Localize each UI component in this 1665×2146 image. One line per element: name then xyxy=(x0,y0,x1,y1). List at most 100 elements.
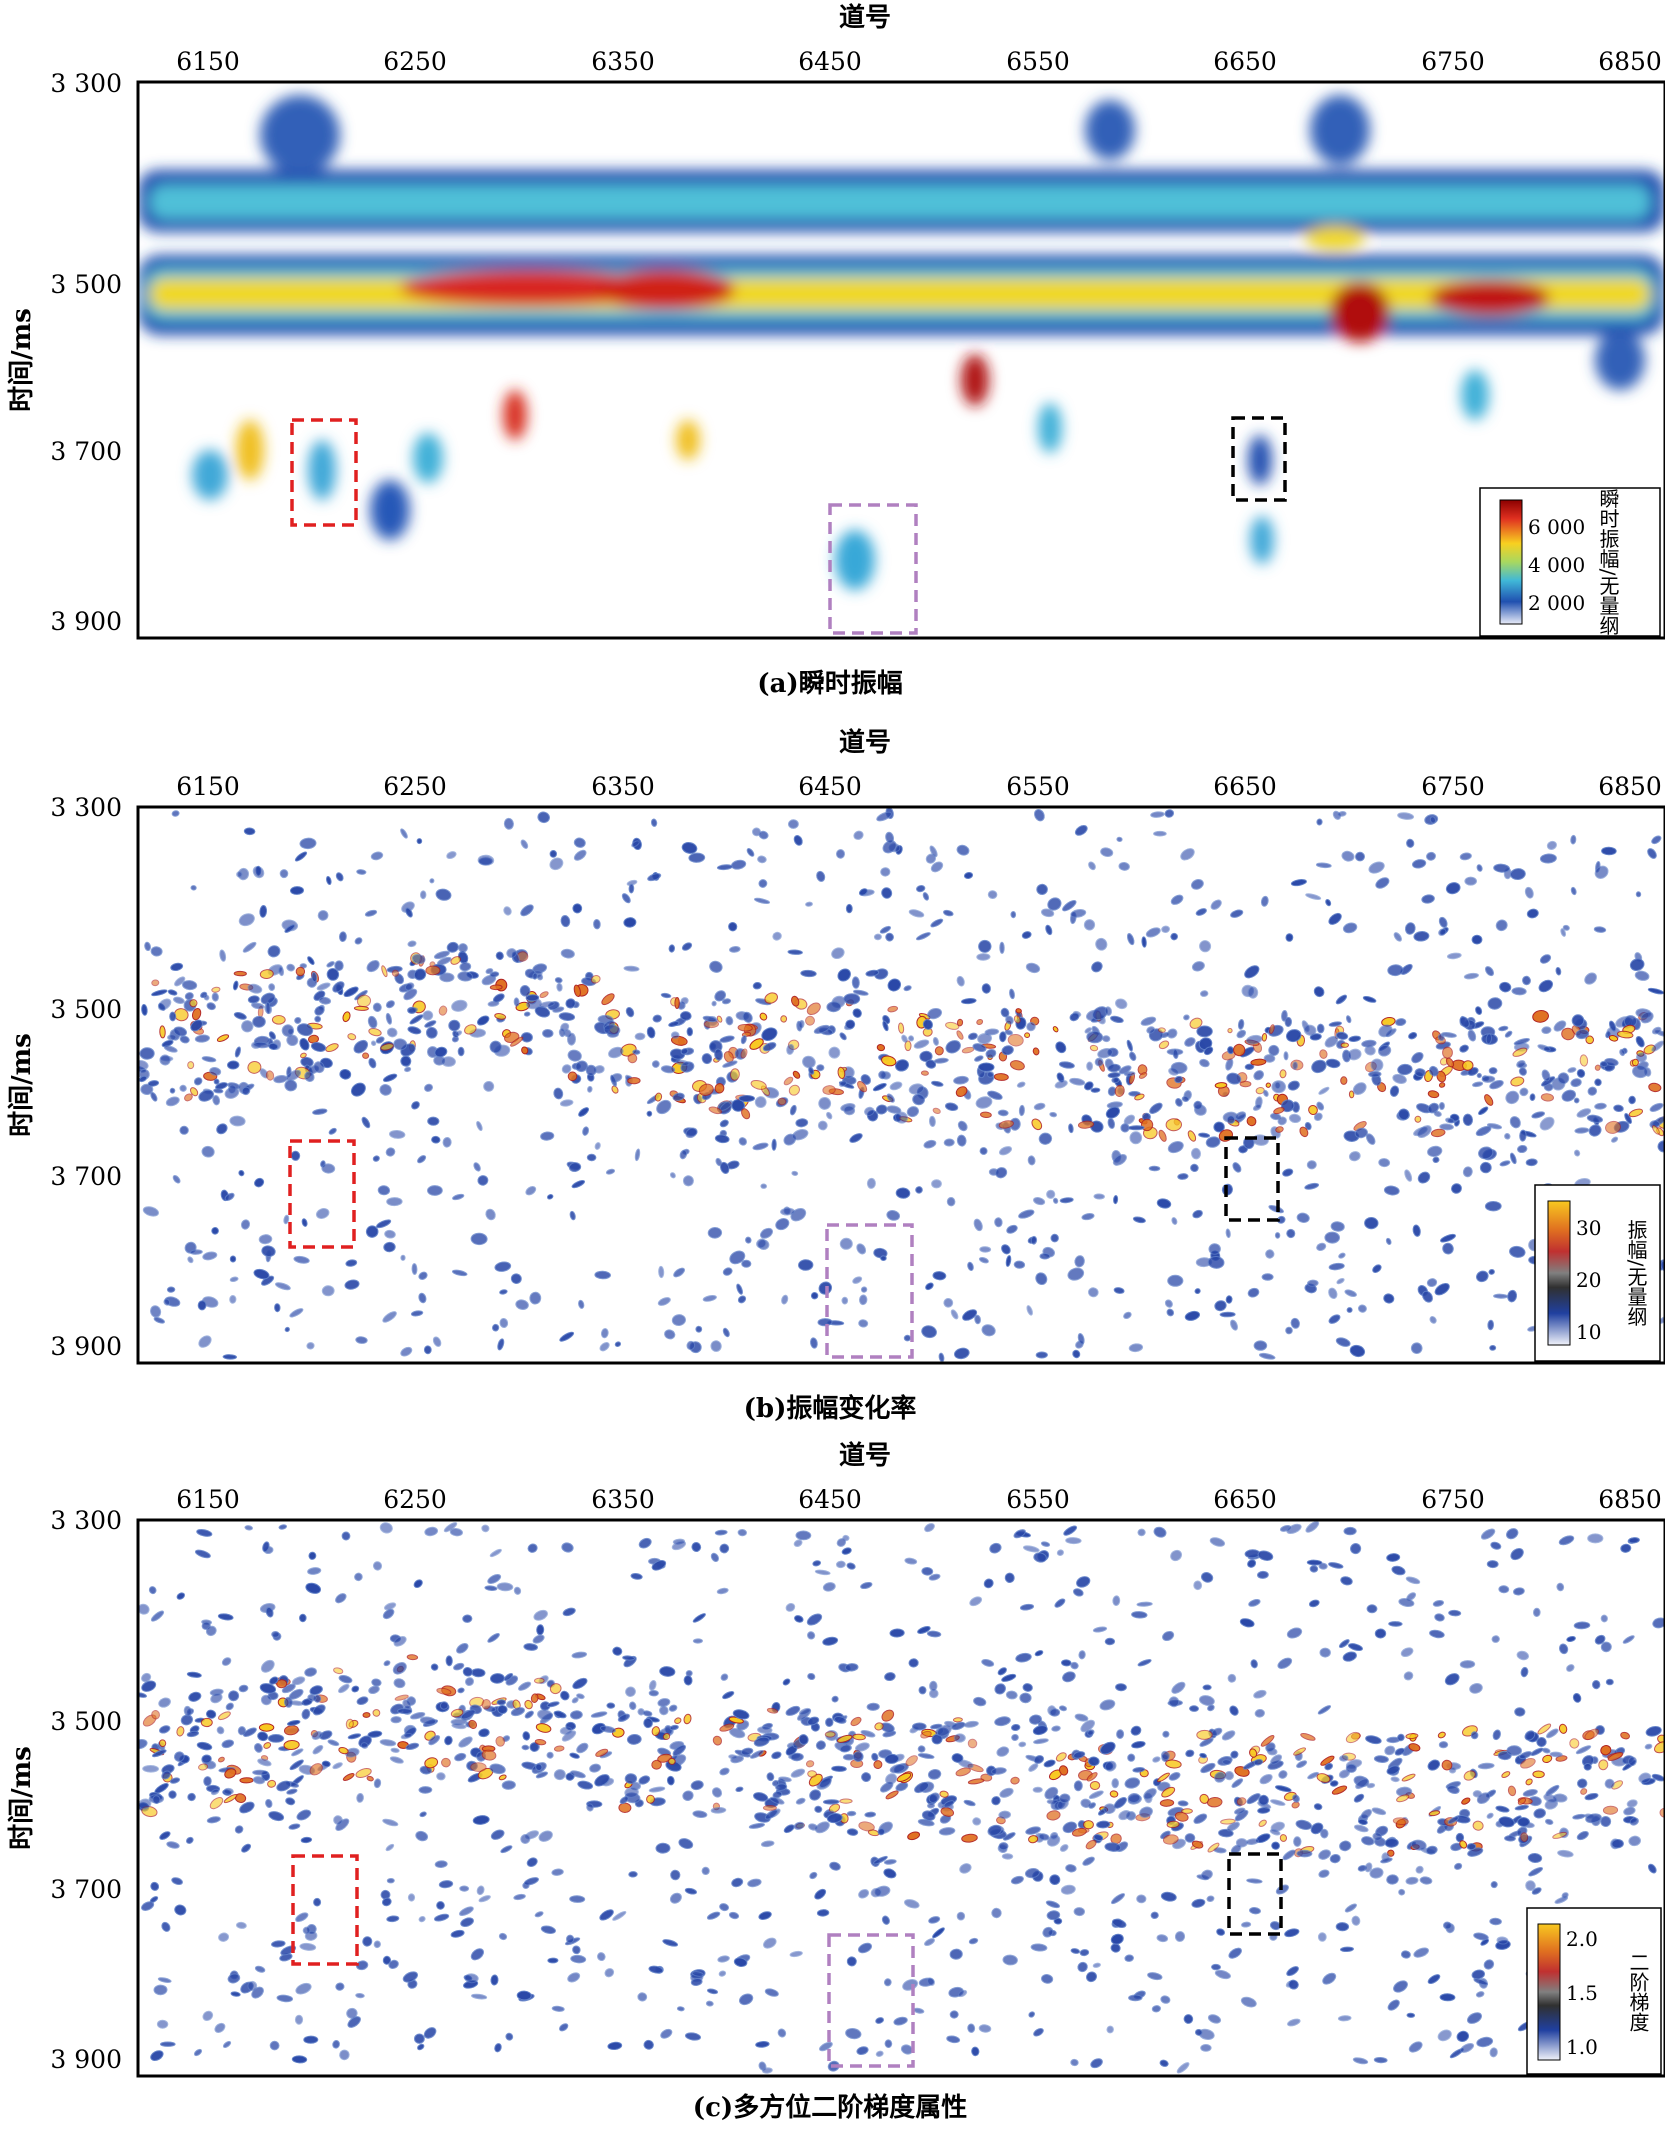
attribute-blob xyxy=(771,1138,777,1151)
attribute-blob xyxy=(393,1038,408,1051)
attribute-blob xyxy=(386,1877,395,1884)
attribute-blob xyxy=(1127,1125,1145,1131)
attribute-blob xyxy=(179,1035,190,1044)
attribute-blob xyxy=(764,1809,778,1820)
attribute-blob xyxy=(815,1821,830,1834)
attribute-blob xyxy=(379,1084,392,1096)
colorbar-tick-top: 6 000 xyxy=(1528,515,1585,539)
attribute-blob xyxy=(1050,1233,1059,1243)
y-tick-3700: 3 700 xyxy=(50,1162,122,1191)
attribute-blob xyxy=(930,918,944,928)
attribute-blob xyxy=(741,1259,752,1268)
attribute-blob xyxy=(247,1980,258,1992)
attribute-blob xyxy=(382,1311,397,1323)
attribute-blob xyxy=(1342,922,1358,934)
attribute-blob xyxy=(450,1929,465,1938)
attribute-blob xyxy=(1226,1115,1236,1124)
attribute-blob xyxy=(668,1704,678,1712)
attribute-blob xyxy=(783,1076,794,1086)
attribute-blob xyxy=(1274,1081,1281,1090)
attribute-blob xyxy=(1439,1993,1456,2002)
attribute-blob xyxy=(332,1762,343,1770)
attribute-blob xyxy=(186,1671,202,1678)
attribute-blob xyxy=(1077,1120,1095,1129)
attribute-blob xyxy=(377,1185,391,1196)
attribute-blob xyxy=(906,1106,919,1118)
attribute-blob xyxy=(760,1840,775,1848)
attribute-blob xyxy=(775,1218,790,1231)
attribute-blob xyxy=(405,907,413,918)
attribute-blob xyxy=(1345,1763,1357,1773)
attribute-blob xyxy=(381,1897,392,1907)
attribute-blob xyxy=(1440,1233,1456,1243)
attribute-blob xyxy=(1253,1070,1264,1081)
attribute-blob xyxy=(503,817,514,830)
attribute-blob xyxy=(1065,1864,1077,1873)
attribute-blob xyxy=(241,1843,252,1853)
attribute-blob xyxy=(810,1291,819,1300)
attribute-blob xyxy=(627,1077,641,1085)
attribute-blob xyxy=(1517,1144,1528,1154)
attribute-blob xyxy=(413,1579,423,1589)
x-tick-6750: 6750 xyxy=(1421,772,1485,801)
attribute-blob xyxy=(1214,1300,1227,1312)
attribute-blob xyxy=(710,1806,727,1814)
attribute-blob xyxy=(1065,1537,1082,1545)
attribute-blob xyxy=(290,1150,301,1161)
attribute-blob xyxy=(1527,1852,1543,1864)
highlight-boxes-a xyxy=(290,416,1287,635)
attribute-blob xyxy=(419,1716,437,1725)
attribute-blob xyxy=(1537,1044,1551,1052)
attribute-blob xyxy=(221,1657,232,1666)
y-tick-labels: 3 300 3 500 3 700 3 900 xyxy=(50,1506,122,2074)
attribute-blob xyxy=(1436,1070,1447,1083)
attribute-blob xyxy=(1389,1085,1400,1097)
attribute-blob xyxy=(400,1254,406,1261)
anomaly-3 xyxy=(503,390,527,440)
attribute-blob xyxy=(405,1742,420,1751)
attribute-blob xyxy=(1015,1652,1032,1663)
attribute-blob xyxy=(1153,830,1167,837)
attribute-blob xyxy=(520,839,529,849)
attribute-blob xyxy=(634,1032,646,1041)
attribute-blob xyxy=(1396,1794,1410,1803)
attribute-blob xyxy=(1113,1195,1119,1205)
attribute-blob xyxy=(321,1163,336,1174)
attribute-blob xyxy=(1200,1869,1213,1880)
attribute-blob xyxy=(1035,1351,1048,1359)
attribute-blob xyxy=(885,932,894,942)
attribute-blob xyxy=(698,1083,714,1096)
attribute-blob xyxy=(1018,1741,1027,1748)
attribute-blob xyxy=(1524,886,1534,899)
attribute-blob xyxy=(1413,1947,1429,1958)
colorbar-tick-mid: 4 000 xyxy=(1528,553,1585,577)
attribute-blob xyxy=(1001,1853,1014,1860)
attribute-blob xyxy=(895,1187,911,1199)
attribute-blob xyxy=(951,1753,964,1763)
attribute-blob xyxy=(212,1095,221,1106)
attribute-blob xyxy=(487,1573,502,1585)
x-tick-6750: 6750 xyxy=(1421,47,1485,76)
attribute-blob xyxy=(1378,1158,1391,1168)
attribute-blob xyxy=(1040,1541,1051,1547)
attribute-blob xyxy=(1032,1047,1040,1056)
attribute-blob xyxy=(788,819,799,829)
attribute-blob xyxy=(1485,1033,1493,1045)
attribute-blob xyxy=(1477,1762,1495,1770)
attribute-blob xyxy=(1316,1773,1331,1783)
attribute-blob xyxy=(389,1129,406,1139)
attribute-blob xyxy=(261,1245,276,1257)
attribute-blob xyxy=(355,1768,372,1778)
attribute-blob xyxy=(816,1064,825,1072)
attribute-blob xyxy=(1162,1834,1179,1845)
attribute-blob xyxy=(1190,1163,1199,1173)
attribute-blob xyxy=(946,1197,956,1207)
attribute-blob xyxy=(953,1347,970,1360)
attribute-blob xyxy=(1441,1759,1453,1771)
attribute-blob xyxy=(621,893,631,904)
attribute-blob xyxy=(1331,1785,1348,1795)
attribute-blob xyxy=(346,2007,358,2019)
attribute-blob xyxy=(150,946,163,957)
attribute-blob xyxy=(1369,1867,1384,1879)
attribute-blob xyxy=(998,1842,1009,1851)
